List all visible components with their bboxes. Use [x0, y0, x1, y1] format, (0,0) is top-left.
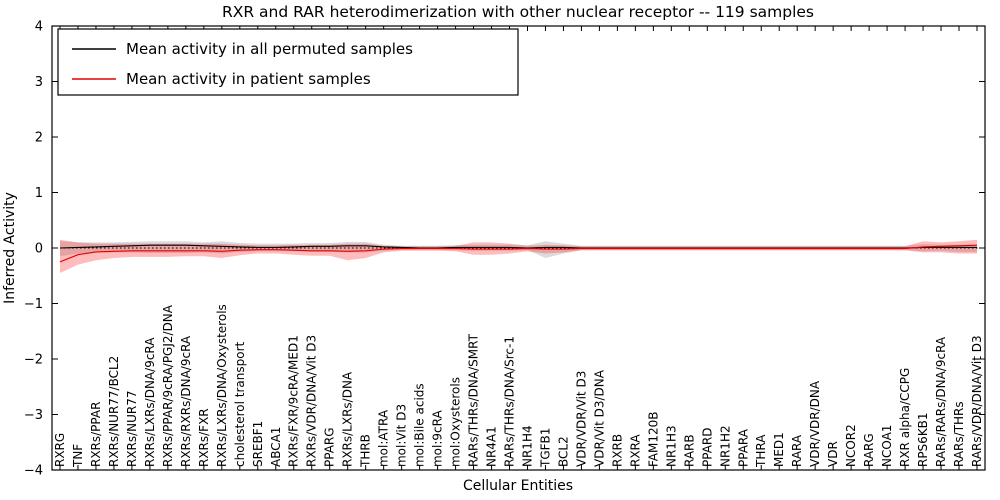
x-tick-label: VDR/VDR/Vit D3: [574, 371, 588, 467]
x-tick-label: NR1H4: [520, 425, 534, 467]
x-tick-label: RXRs/VDR/DNA/Vit D3: [305, 335, 319, 467]
y-tick-label: 4: [35, 20, 43, 35]
series-line-0: [59, 244, 977, 249]
x-tick-label: PPARD: [700, 428, 714, 468]
series-line-1: [59, 244, 978, 263]
x-tick-label: ABCA1: [269, 427, 283, 467]
x-tick-label: RARs/THRs: [952, 401, 966, 467]
x-tick-label: THRA: [754, 434, 768, 468]
x-tick-label: RXRs/LXRs/DNA/Oxysterols: [215, 304, 229, 467]
x-tick-label: RXRs/RXRs/DNA/9cRA: [179, 335, 193, 467]
x-tick-label: RARs/THRs/DNA/SMRT: [467, 333, 481, 467]
x-tick-label: VDR/VDR/DNA: [808, 380, 822, 467]
x-tick-label: NR4A1: [485, 426, 499, 467]
x-tick-label: mol:Bile acids: [413, 383, 427, 467]
plot-frame: [51, 25, 986, 471]
x-tick-label: BCL2: [556, 436, 570, 467]
x-tick-label: RXRB: [610, 434, 624, 467]
legend-box: [57, 28, 519, 96]
x-tick-label: RARB: [682, 434, 696, 467]
x-tick-label: TGFB1: [538, 428, 552, 468]
plot-layer: −4 −3 −2 −1 0 1 2 3 4 RXRG TNF RXRs/PPAR RXRs/NUR77/…: [24, 20, 985, 479]
x-tick-label: RXRs/LXRs/DNA/9cRA: [143, 337, 157, 467]
x-tick-label: NCOA1: [880, 425, 894, 467]
x-tick-label: RXR alpha/CCPG: [898, 368, 912, 467]
y-tick-label: −3: [24, 408, 43, 423]
x-tick-label: RXRG: [53, 433, 67, 467]
x-tick-label: TNF: [71, 444, 85, 468]
x-tick-label: RXRs/NUR77: [125, 390, 139, 467]
x-tick-label: RPS6KB1: [916, 412, 930, 467]
x-tick-label: RXRs/PPAR/9cRA/PGJ2/DNA: [161, 304, 175, 467]
x-tick-label: RXRs/PPAR: [89, 402, 103, 467]
x-tick-label: VDR: [826, 441, 840, 467]
y-tick-label: 0: [35, 242, 43, 257]
x-tick-label: mol:Vit D3: [395, 404, 409, 467]
x-tick-label: RARA: [790, 434, 804, 467]
x-tick-label: RXRs/FXR: [197, 408, 211, 467]
x-tick-label: SREBF1: [251, 421, 265, 467]
legend-label-permuted: Mean activity in all permuted samples: [126, 40, 413, 58]
x-axis-label: Cellular Entities: [463, 478, 573, 494]
x-tick-label: RARs/THRs/DNA/Src-1: [503, 336, 517, 467]
y-tick-label: −4: [24, 464, 43, 479]
x-tick-label: RARs/RARs/DNA/9cRA: [934, 336, 948, 467]
y-tick-label: 2: [35, 131, 43, 146]
chart-title: RXR and RAR heterodimerization with othe…: [222, 3, 814, 21]
x-tick-label: RARG: [862, 433, 876, 467]
x-tick-label: RXRs/FXR/9cRA/MED1: [287, 335, 301, 467]
y-tick-label: −1: [24, 297, 43, 312]
y-tick-label: 1: [35, 186, 43, 201]
x-tick-label: cholesterol transport: [233, 341, 247, 467]
x-tick-label: RXRA: [628, 434, 642, 467]
x-tick-label: THRB: [359, 434, 373, 468]
x-tick-label: PPARG: [323, 427, 337, 467]
y-axis-label: Inferred Activity: [2, 192, 18, 304]
x-tick-label: NR1H2: [718, 425, 732, 467]
x-tick-label: mol:Oxysterols: [449, 377, 463, 467]
x-tick-label: RXRs/LXRs/DNA: [341, 371, 355, 467]
x-tick-label: MED1: [772, 432, 786, 467]
x-tick-label: mol:9cRA: [431, 410, 445, 467]
y-tick-label: −2: [24, 353, 43, 368]
x-tick-label: NCOR2: [844, 424, 858, 467]
y-tick-label: 3: [35, 75, 43, 90]
x-tick-label: RARs/VDR/DNA/Vit D3: [970, 335, 984, 467]
x-tick-label: VDR/Vit D3/DNA: [592, 369, 606, 467]
x-tick-label: mol:ATRA: [377, 409, 391, 467]
x-tick-label: RXRs/NUR77/BCL2: [107, 356, 121, 467]
confidence-band-0: [60, 241, 977, 258]
x-tick-label: FAM120B: [646, 412, 660, 468]
legend: Mean activity in all permuted samples Me…: [57, 28, 519, 96]
x-tick-label: PPARA: [736, 428, 750, 467]
legend-label-patient: Mean activity in patient samples: [126, 70, 371, 88]
x-tick-label: NR1H3: [664, 425, 678, 467]
